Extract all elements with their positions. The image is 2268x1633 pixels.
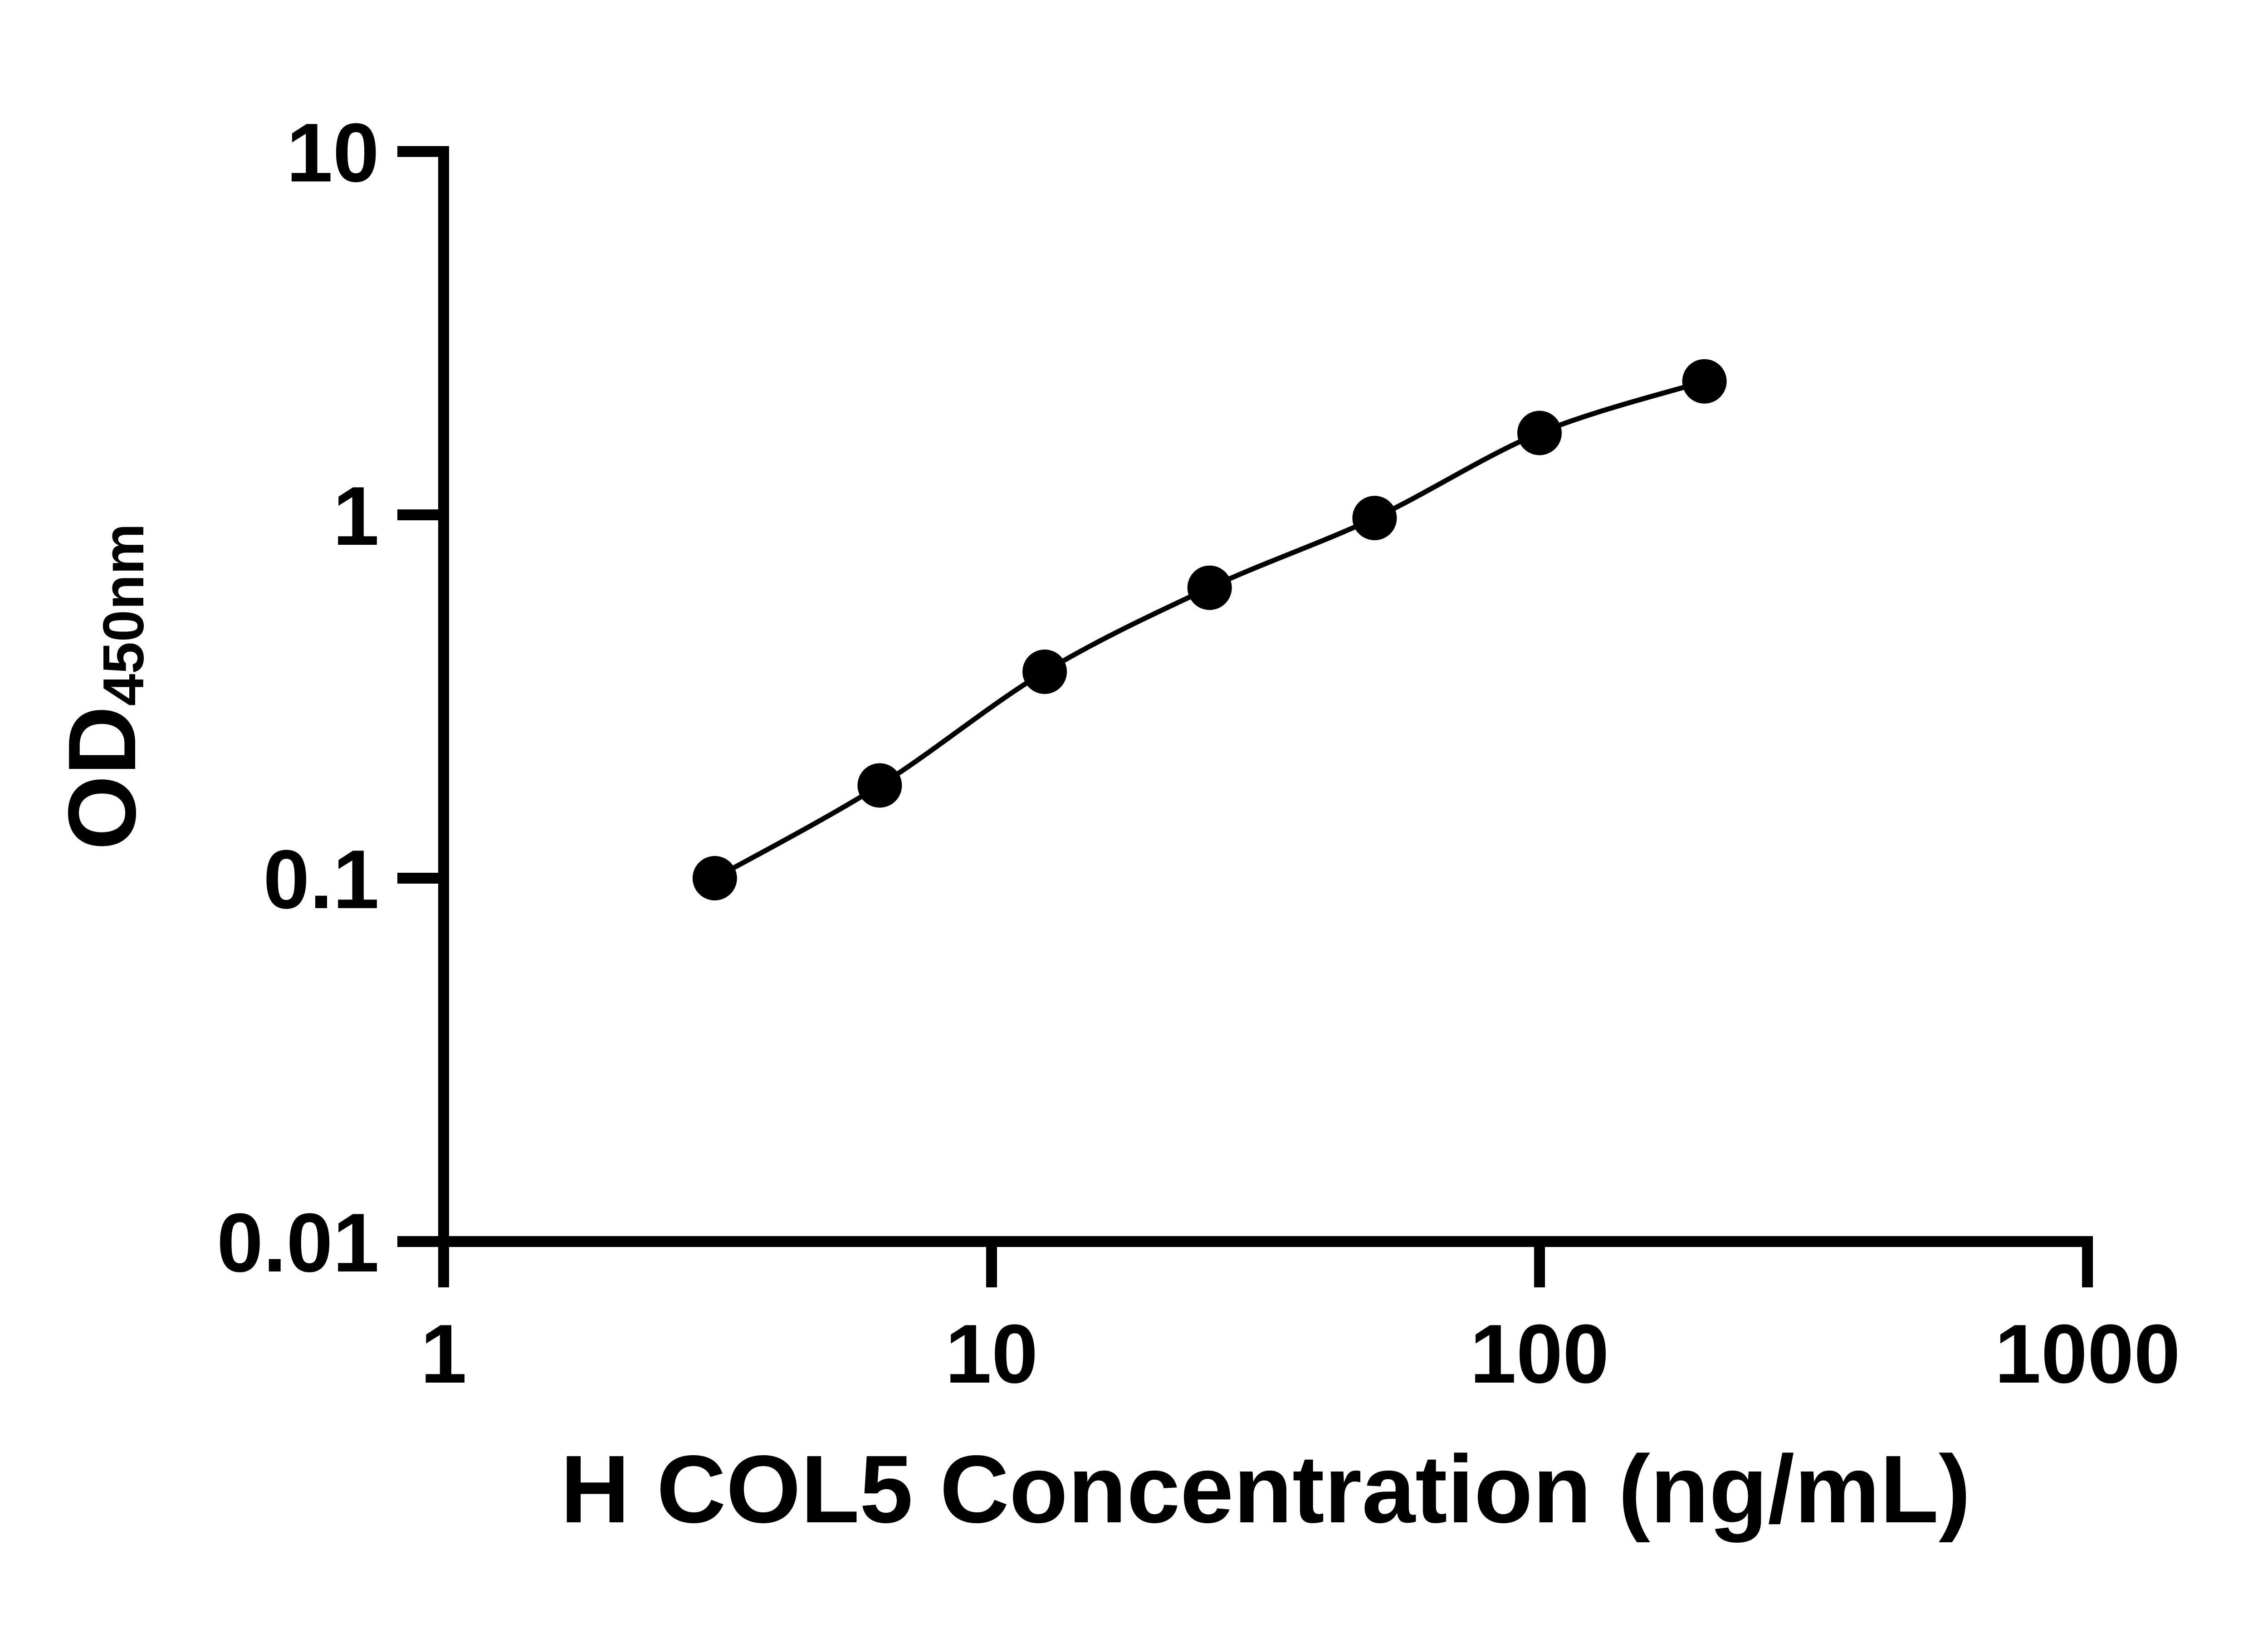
y-tick-label: 10 <box>286 106 379 199</box>
y-axis-title-subscript: 450nm <box>91 523 156 706</box>
data-point <box>1022 649 1067 694</box>
tick-labels: 0.01 0.1 1 10 1 10 100 1000 <box>217 106 2180 1400</box>
data-point <box>1517 411 1562 455</box>
y-axis-title-main: OD <box>48 706 156 850</box>
data-point <box>857 763 902 808</box>
x-tick-label: 1000 <box>1994 1307 2180 1400</box>
data-point <box>1352 496 1397 540</box>
y-tick-label: 0.01 <box>217 1196 379 1289</box>
x-tick-label: 10 <box>945 1307 1038 1400</box>
axes <box>397 146 2093 1287</box>
data-point <box>1682 359 1727 404</box>
x-axis-title: H COL5 Concentration (ng/mL) <box>560 1435 1970 1543</box>
y-axis-title: OD450nm <box>48 523 156 850</box>
y-tick-label: 0.1 <box>263 832 379 926</box>
curve-line <box>714 379 1706 880</box>
data-point <box>692 856 737 900</box>
data-point <box>1187 565 1232 610</box>
y-tick-label: 1 <box>333 469 379 562</box>
data-series <box>692 359 1727 900</box>
x-tick-label: 1 <box>420 1307 467 1400</box>
x-tick-label: 100 <box>1470 1307 1609 1400</box>
